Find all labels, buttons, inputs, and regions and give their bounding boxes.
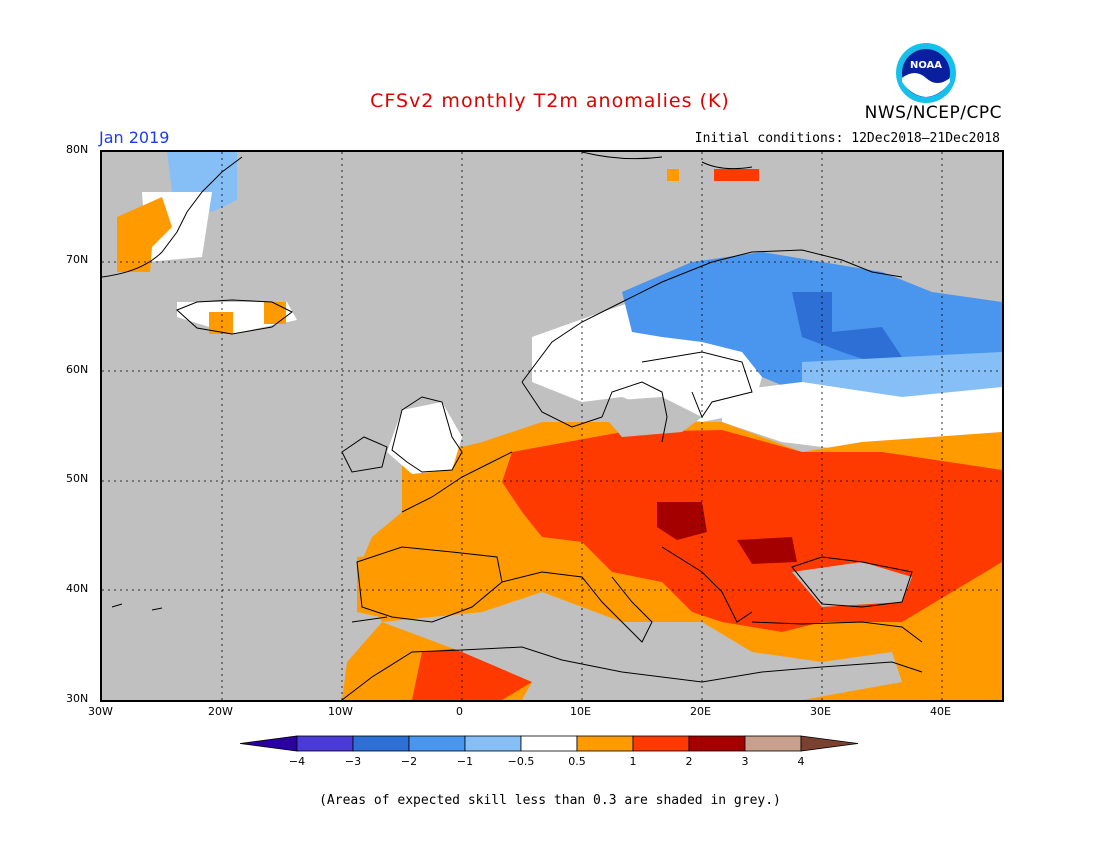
lon-label: 30E (810, 705, 831, 718)
colorbar-segment (296, 735, 354, 752)
svg-text:NOAA: NOAA (910, 60, 942, 71)
colorbar-tick-label: −4 (289, 755, 305, 768)
anomaly-shading (117, 152, 1002, 700)
initial-conditions: Initial conditions: 12Dec2018–21Dec2018 (694, 131, 1000, 146)
lon-label: 10E (570, 705, 591, 718)
colorbar-tick-label: −3 (345, 755, 361, 768)
colorbar-segment (688, 735, 746, 752)
skill-footnote: (Areas of expected skill less than 0.3 a… (319, 793, 781, 808)
colorbar-tick-label: −0.5 (508, 755, 535, 768)
graticule (102, 152, 1002, 700)
forecast-period: Jan 2019 (99, 128, 170, 147)
lat-label: 60N (66, 363, 89, 376)
lon-label: 40E (930, 705, 951, 718)
mediterranean (382, 592, 902, 700)
noaa-logo: NOAA (896, 43, 956, 103)
colorbar-tick-label: −2 (401, 755, 417, 768)
color-scale-bar: −4 −3 −2 −1 −0.5 0.5 1 2 3 4 (240, 735, 859, 768)
lat-label: 80N (66, 143, 89, 156)
lat-label: 30N (66, 692, 89, 705)
baltic-sea (592, 397, 702, 437)
svalbard-warm (714, 169, 759, 181)
coastlines (102, 152, 923, 700)
lon-label: 20E (690, 705, 711, 718)
lon-label: 10W (328, 705, 353, 718)
lon-label: 20W (208, 705, 233, 718)
lat-label: 40N (66, 582, 89, 595)
map-title: CFSv2 monthly T2m anomalies (K) (370, 90, 730, 112)
colorbar-segment (632, 735, 690, 752)
lon-label: 0 (456, 705, 463, 718)
colorbar-segment (464, 735, 522, 752)
colorbar-tick-label: 0.5 (568, 755, 586, 768)
greenland-warm (117, 197, 172, 272)
colorbar-segment (408, 735, 466, 752)
colorbar-arrow-high (800, 735, 859, 752)
colorbar-segment (352, 735, 410, 752)
colorbar-segment (744, 735, 802, 752)
iberia-warm (357, 547, 502, 627)
colorbar-arrow-low (240, 735, 298, 752)
lat-label: 50N (66, 472, 89, 485)
agency-label: NWS/NCEP/CPC (864, 103, 1002, 123)
colorbar-tick-label: 3 (742, 755, 749, 768)
lat-label: 70N (66, 253, 89, 266)
colorbar-segment (576, 735, 634, 752)
romania-hottest (737, 537, 797, 564)
north-coldest (792, 292, 902, 362)
hungary-hottest (657, 502, 707, 540)
lon-label: 30W (88, 705, 113, 718)
anomaly-map (100, 150, 1004, 702)
colorbar-tick-label: 2 (686, 755, 693, 768)
colorbar-segment (520, 735, 578, 752)
colorbar-tick-label: −1 (457, 755, 473, 768)
map-canvas (102, 152, 1002, 700)
colorbar-tick-label: 4 (798, 755, 805, 768)
colorbar-tick-label: 1 (630, 755, 637, 768)
balkans-hot (582, 542, 732, 622)
britain-neutral (387, 402, 462, 474)
russia-neutral (722, 382, 1002, 452)
iceland-warm (209, 312, 233, 334)
